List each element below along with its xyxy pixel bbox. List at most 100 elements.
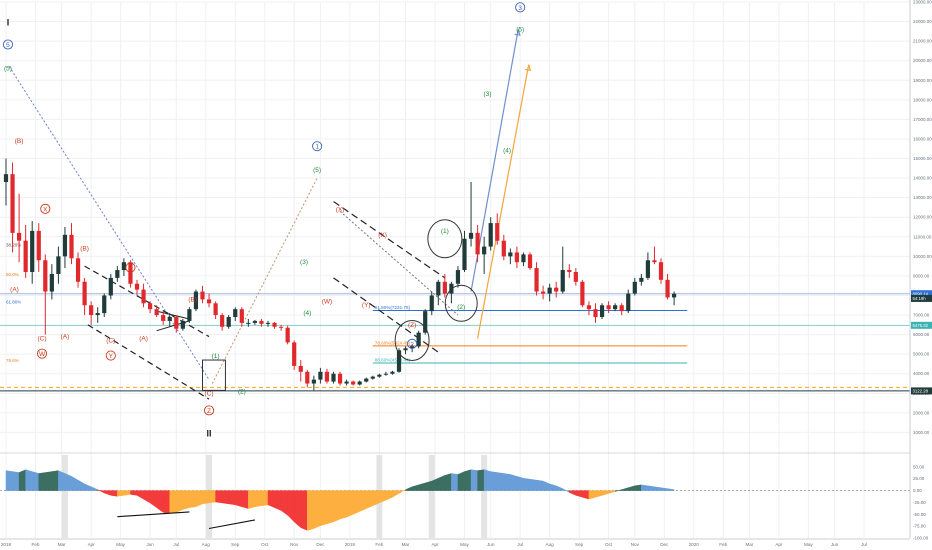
oscillator-area <box>346 490 354 518</box>
trend-line <box>333 201 446 279</box>
oscillator-area <box>516 476 524 491</box>
price-tick-label: 4000.00 <box>913 371 930 376</box>
wave-label: (5) <box>516 26 524 33</box>
wave-label-circle <box>407 338 418 349</box>
candle-body <box>89 305 94 316</box>
candle-body <box>187 309 192 321</box>
price-tick-label: 14000.00 <box>913 176 932 181</box>
time-tick-label: Feb <box>719 542 727 547</box>
candle-body <box>292 342 297 366</box>
time-tick-label: Jul <box>517 542 523 547</box>
oscillator-area <box>470 469 478 491</box>
oscillator-area <box>235 490 243 508</box>
price-tick-label: 10000.00 <box>913 254 932 259</box>
oscillator-area <box>221 490 229 505</box>
time-tick-label: 2018 <box>1 542 12 547</box>
candle-body <box>108 277 113 296</box>
oscillator-area <box>352 490 360 515</box>
time-tick-label: Oct <box>261 542 269 547</box>
price-badge <box>911 290 932 298</box>
wave-label-circle <box>312 141 323 152</box>
oscillator-area <box>241 490 249 509</box>
candle-body <box>521 254 526 263</box>
oscillator-area <box>45 471 53 491</box>
oscillator-area <box>117 490 125 497</box>
oscillator-area <box>51 470 59 491</box>
candle-body <box>174 317 179 329</box>
oscillator-area <box>169 490 177 514</box>
trend-line <box>84 265 210 338</box>
wave-label: (1) <box>441 228 449 235</box>
candle-body <box>265 322 271 324</box>
time-tick-label: Mar <box>402 542 410 547</box>
oscillator-area <box>182 490 190 510</box>
price-tick-label: 1000.00 <box>913 430 930 435</box>
time-tick-label: Nov <box>290 542 299 547</box>
wave-label: (A) <box>61 334 70 341</box>
wave-annotations: I 5 (5) (B) (A) X (C) W (A) (B) (C) Y X (A) (B) (C) Z II (… <box>2 2 526 438</box>
oscillator-area <box>313 490 321 529</box>
left-fib-label: 61.80% <box>6 299 21 304</box>
candle-body <box>239 309 244 323</box>
oscillator-area <box>503 473 511 491</box>
time-tick-label: Mar <box>745 542 753 547</box>
price-tick-label: 12000.00 <box>913 215 932 220</box>
price-badge-label: 3122.28 <box>913 389 929 394</box>
candle-body <box>390 371 395 374</box>
candle-body <box>560 270 565 292</box>
wave-label: (3) <box>483 91 491 98</box>
wave-label-circle <box>203 405 215 416</box>
oscillator-area <box>202 490 210 505</box>
oscillator-area <box>228 490 236 506</box>
candle-body <box>423 311 428 333</box>
candle-body <box>547 287 552 294</box>
oscillator-area <box>457 471 465 491</box>
oscillator-area <box>208 490 216 504</box>
candle-body <box>351 381 356 385</box>
oscillator-area <box>31 471 39 491</box>
candle-body <box>272 322 277 327</box>
oscillator-area <box>18 469 26 491</box>
candle-body <box>3 174 9 182</box>
time-tick-label: Sep <box>575 542 584 547</box>
candle-body <box>370 376 375 379</box>
wave-label: (4) <box>503 148 511 155</box>
candle-body <box>148 303 153 310</box>
oscillator-tick-label: 25.00 <box>913 476 925 481</box>
candle-body <box>593 309 598 317</box>
oscillator-area <box>12 471 20 491</box>
oscillator-area <box>64 473 72 491</box>
oscillator-area <box>529 478 537 491</box>
candle-body <box>246 322 251 324</box>
oscillator-area <box>110 490 118 497</box>
highlight-circle <box>394 319 430 361</box>
wave-label-circle <box>40 203 51 214</box>
oscillator-area <box>248 490 256 509</box>
price-tick-label: 16000.00 <box>913 136 932 141</box>
candle-body <box>501 240 506 257</box>
fib-level-label: 88.60%(4548.44) <box>375 358 411 363</box>
wave-label: (W) <box>322 298 332 305</box>
oscillator-area <box>38 472 46 491</box>
candle-body <box>17 232 22 241</box>
oscillator-area <box>444 473 452 491</box>
wave-label: (2) <box>457 304 465 311</box>
oscillator-area <box>261 490 269 507</box>
oscillator-area <box>307 490 315 531</box>
candle-body <box>573 272 578 282</box>
time-tick-label: 2020 <box>689 542 700 547</box>
wave-label: (A) <box>139 335 148 342</box>
oscillator-area <box>189 490 197 508</box>
wave-label: (5) <box>4 65 12 72</box>
wave-label-circle <box>36 348 48 359</box>
wave-label: X <box>128 265 133 272</box>
projection-arrowhead <box>525 64 532 72</box>
price-badge-label: 8090.14 <box>913 291 929 296</box>
time-tick-label: Mar <box>58 542 66 547</box>
candles <box>3 158 677 391</box>
oscillator-area <box>254 490 262 507</box>
candle-body <box>128 262 133 284</box>
candle-body <box>396 350 402 372</box>
candle-body <box>318 371 323 380</box>
candle-body <box>658 262 664 280</box>
